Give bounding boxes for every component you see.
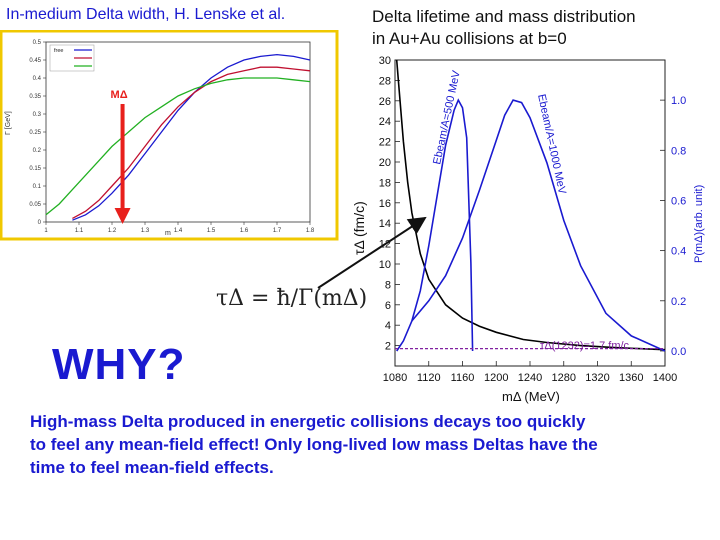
series-lines <box>395 59 666 352</box>
y-tick-label: 0.25 <box>29 130 41 136</box>
x-tick-labels: 1080 1120 1160 1200 1240 1280 1320 1360 1400 <box>383 361 677 384</box>
x-tick-label: 1400 <box>653 372 677 384</box>
lifetime-chart: 24681012141618202224262830 0.00.20.40.60… <box>351 55 705 404</box>
y-left-tick-label: 18 <box>379 177 391 189</box>
x-tick-label: 1.1 <box>75 228 84 234</box>
y-right-tick-label: 1.0 <box>671 95 686 107</box>
x-tick-labels: 1 1.1 1.2 1.3 1.4 1.5 1.6 1.7 1.8 <box>44 228 315 234</box>
x-tick-label: 1160 <box>451 372 475 384</box>
y-left-tick-label: 28 <box>379 75 391 87</box>
y-right-tick-label: 0.0 <box>671 346 686 358</box>
m-delta-label: MΔ <box>111 89 128 101</box>
y-tick-label: 0.15 <box>29 166 41 172</box>
y-right-tick-label: 0.8 <box>671 145 686 157</box>
grid <box>43 41 311 225</box>
plot-area <box>45 41 311 223</box>
y-tick-labels: 0 0.05 0.1 0.15 0.2 0.25 0.3 0.35 0.4 0.45 0.5 <box>29 40 41 226</box>
y-left-tick-label: 16 <box>379 198 391 210</box>
right-title: Delta lifetime and mass distribution in … <box>372 6 712 50</box>
left-title: In-medium Delta width, H. Lenske et al. <box>6 6 286 23</box>
x-tick-label: 1.8 <box>306 228 315 234</box>
conclusion-text: High-mass Delta produced in energetic co… <box>30 410 710 479</box>
x-tick-label: 1120 <box>417 372 441 384</box>
chart-frame <box>0 30 339 241</box>
x-tick-label: 1080 <box>383 372 407 384</box>
y-left-axis-label: τΔ (fm/c) <box>351 201 367 255</box>
y-left-tick-label: 8 <box>385 279 391 291</box>
x-tick-label: 1200 <box>484 372 508 384</box>
y-left-tick-label: 24 <box>379 116 391 128</box>
lifetime-curve <box>395 59 666 351</box>
x-tick-label: 1320 <box>585 372 609 384</box>
x-tick-label: 1.5 <box>207 228 216 234</box>
series-line-2 <box>72 66 311 219</box>
legend: free <box>49 44 95 72</box>
x-axis-label: mΔ (MeV) <box>502 389 560 404</box>
x-tick-label: 1360 <box>619 372 643 384</box>
y-left-tick-label: 20 <box>379 157 391 169</box>
mass-distribution-curve-1 <box>396 98 474 352</box>
x-tick-label: 1.2 <box>108 228 117 234</box>
x-tick-label: 1280 <box>552 372 576 384</box>
y-left-tick-label: 22 <box>379 137 391 149</box>
x-tick-label: 1.3 <box>141 228 150 234</box>
lifetime-formula: τΔ = ħ/Γ(mΔ) <box>216 286 368 311</box>
x-axis-label: m <box>165 230 171 237</box>
connector-line <box>317 216 427 289</box>
m-delta-arrow <box>114 104 131 224</box>
mass-distribution-curve-2 <box>411 99 666 352</box>
y-tick-label: 0.2 <box>33 148 42 154</box>
y-left-tick-label: 30 <box>379 55 391 67</box>
legend-label: free <box>54 48 63 54</box>
series-line-1 <box>72 53 311 221</box>
width-chart: 1 1.1 1.2 1.3 1.4 1.5 1.6 1.7 1.8 0 0.05 0.1 0.15 0.… <box>0 30 339 241</box>
why-heading: WHY? <box>52 340 186 389</box>
y-left-tick-label: 4 <box>385 320 391 332</box>
x-tick-label: 1 <box>44 228 48 234</box>
y-right-tick-label: 0.2 <box>671 296 686 308</box>
conclusion-line1: High-mass Delta produced in energetic co… <box>30 412 586 431</box>
reference-annotation: τΔ(1232)=1.7 fm/c <box>540 340 630 352</box>
y-tick-label: 0.5 <box>33 40 42 46</box>
conclusion-line2: to feel any mean-field effect! Only long… <box>30 435 598 454</box>
y-left-tick-label: 14 <box>379 218 391 230</box>
y-tick-label: 0.05 <box>29 202 41 208</box>
y-left-tick-label: 6 <box>385 300 391 312</box>
y-right-tick-label: 0.4 <box>671 246 686 258</box>
right-title-line2: in Au+Au collisions at b=0 <box>372 29 567 48</box>
right-tick-labels: 0.0 0.2 0.4 0.6 0.8 1.0 <box>660 95 686 358</box>
y-right-tick-label: 0.6 <box>671 195 686 207</box>
y-tick-label: 0.3 <box>33 112 42 118</box>
y-left-tick-label: 2 <box>385 341 391 353</box>
y-tick-label: 0.45 <box>29 58 41 64</box>
x-tick-label: 1.7 <box>273 228 282 234</box>
conclusion-line3: time to feel mean-field effects. <box>30 458 274 477</box>
series-line-3 <box>45 77 311 216</box>
left-tick-labels: 24681012141618202224262830 <box>379 55 400 353</box>
y-axis-label: Γ [GeV] <box>5 111 12 135</box>
y-tick-label: 0.1 <box>33 184 42 190</box>
plot-area <box>394 59 666 367</box>
series-lines <box>45 53 311 221</box>
x-tick-label: 1.4 <box>174 228 183 234</box>
y-left-tick-label: 26 <box>379 96 391 108</box>
x-tick-label: 1240 <box>518 372 542 384</box>
y-tick-label: 0 <box>38 220 42 226</box>
y-left-tick-label: 10 <box>379 259 391 271</box>
x-tick-label: 1.6 <box>240 228 249 234</box>
y-tick-label: 0.35 <box>29 94 41 100</box>
y-right-axis-label: P(mΔ)(arb. unit) <box>693 185 705 263</box>
y-tick-label: 0.4 <box>33 76 42 82</box>
right-title-line1: Delta lifetime and mass distribution <box>372 7 636 26</box>
arrow-head <box>114 208 131 224</box>
